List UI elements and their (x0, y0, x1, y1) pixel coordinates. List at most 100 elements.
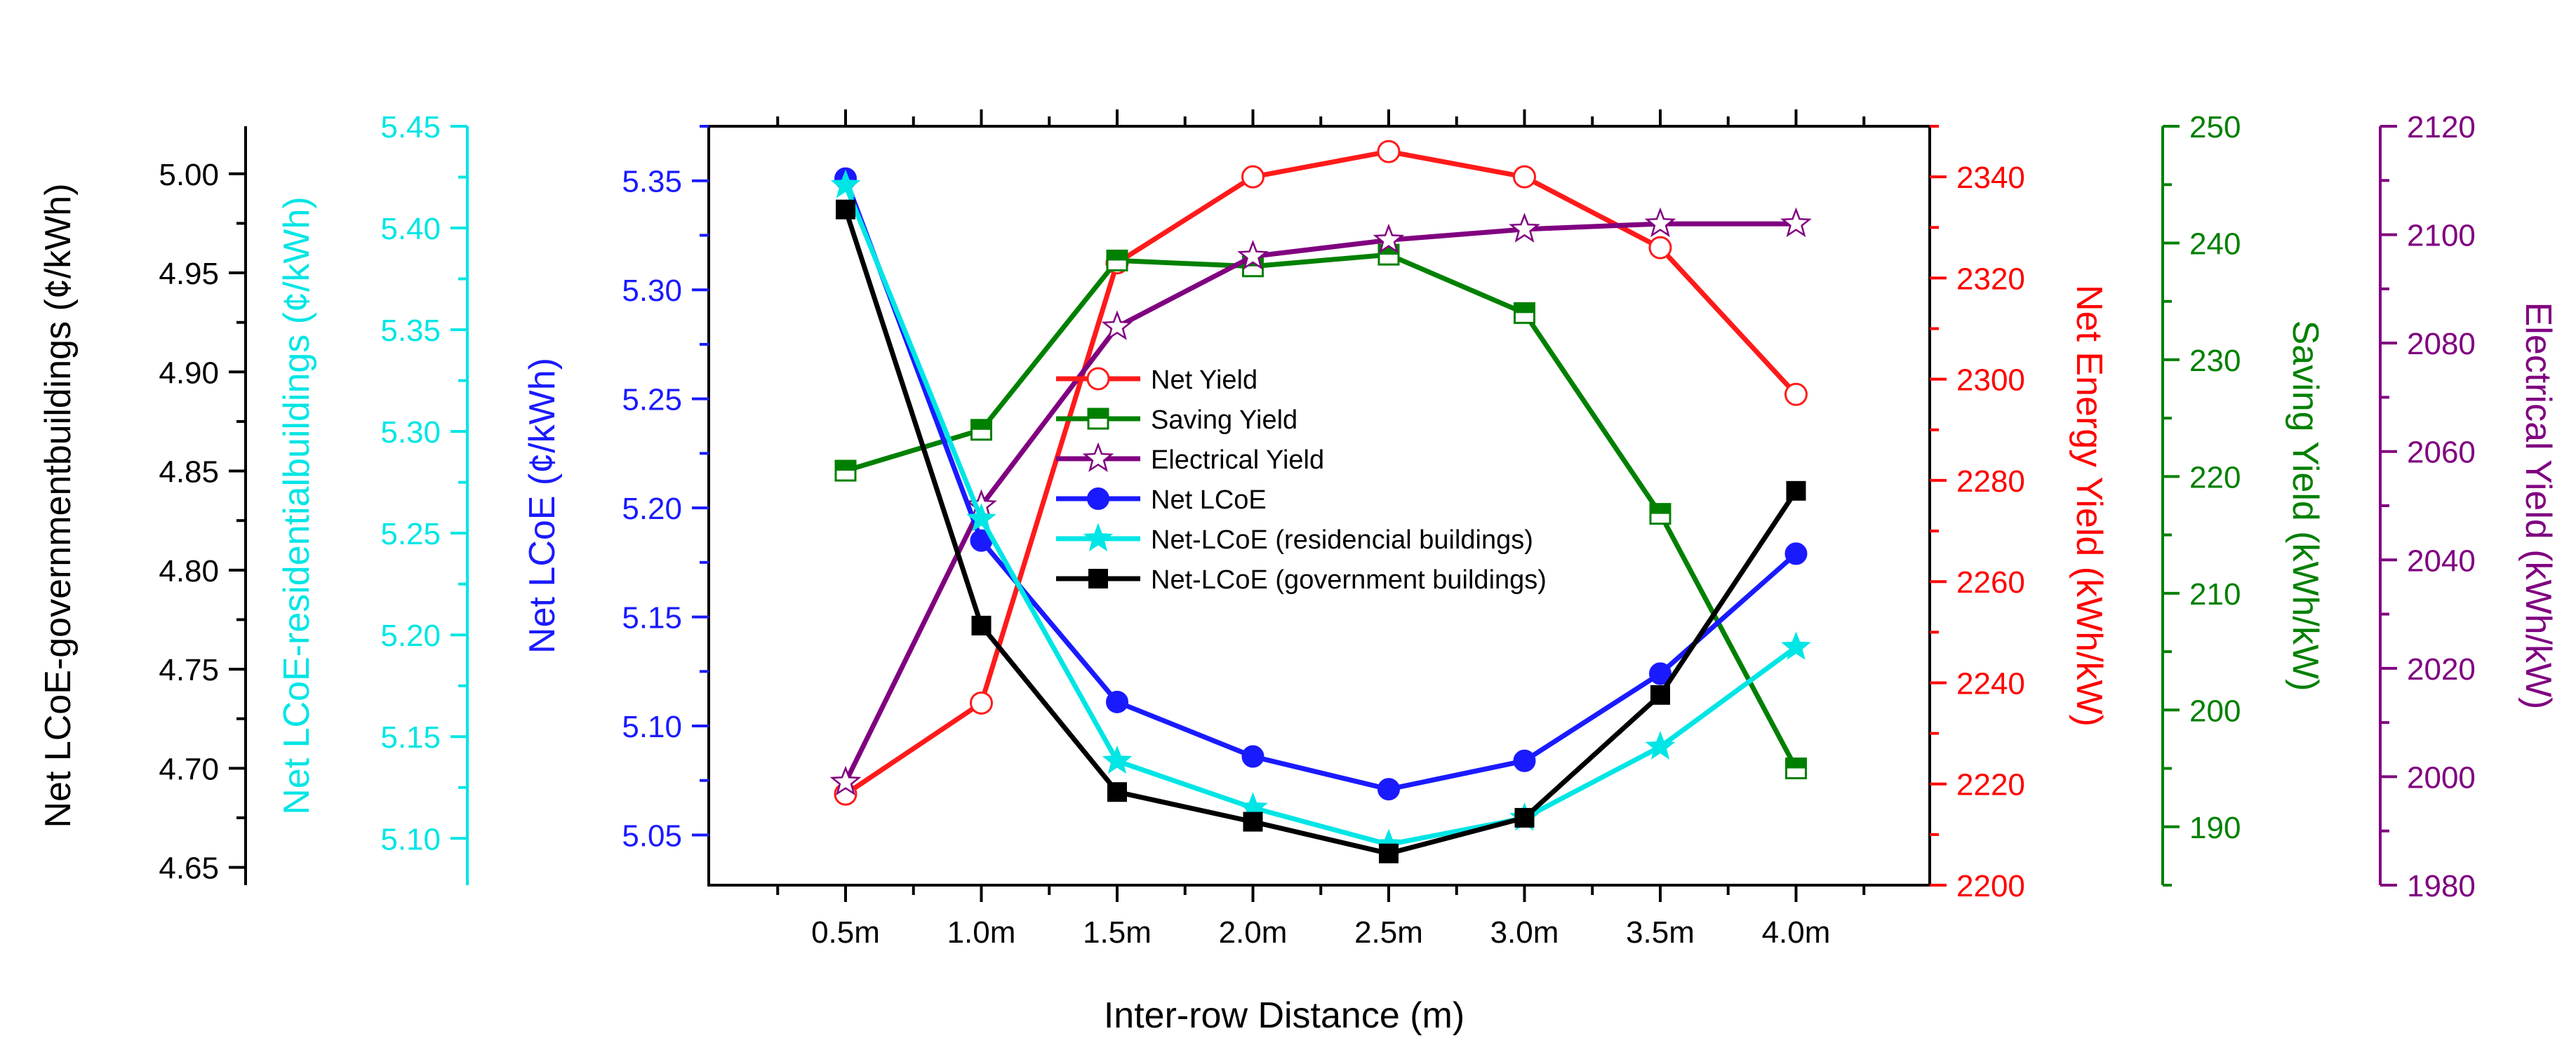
series-3-point (1784, 542, 1808, 565)
x-tick-label: 1.5m (1083, 915, 1152, 950)
series-2-point (829, 765, 862, 796)
res-tick-label: 5.40 (380, 212, 441, 246)
axes-layer: 0.5m 1.0m 1.5m 2.0m 2.5m 3.0m 3.5m 4.0m 4.65 4.70… (38, 109, 2558, 950)
gov-tick-label: 5.00 (159, 158, 219, 192)
series-5-point (971, 615, 992, 635)
series-4-point (830, 169, 861, 198)
net-tick-label: 2200 (1956, 869, 2025, 903)
res-tick-label: 5.10 (380, 822, 441, 856)
series-2-point (1509, 213, 1540, 243)
series-5-point (1107, 782, 1127, 802)
ele-tick-label: 2020 (2407, 652, 2476, 687)
net-tick-label: 2280 (1956, 464, 2025, 499)
res-tick-label: 5.45 (380, 110, 441, 144)
net-tick-label: 2340 (1956, 161, 2025, 195)
lcoe-tick-label: 5.20 (622, 492, 682, 526)
lcoe-tick-label: 5.15 (622, 601, 682, 635)
net-tick-label: 2240 (1956, 666, 2025, 701)
net-tick-label: 2260 (1956, 565, 2025, 600)
series-line-0 (844, 149, 1798, 797)
series-0-point (1241, 165, 1264, 189)
net-tick-label: 2220 (1956, 768, 2025, 802)
series-5-point (1786, 480, 1806, 501)
series-line-1 (844, 252, 1798, 770)
sav-tick-label: 240 (2189, 227, 2241, 261)
series-4-point (1102, 745, 1133, 774)
series-line-2 (843, 221, 1796, 783)
series-1-point (970, 419, 992, 441)
gov-axis-label: Net LCoE-governmentbuildings (¢/kWh) (38, 183, 79, 828)
lcoe-tick-label: 5.10 (622, 710, 682, 744)
net-tick-label: 2300 (1956, 363, 2025, 398)
series-line-4 (843, 184, 1798, 847)
legend-label: Net LCoE (1151, 485, 1267, 515)
series-1-point (834, 459, 857, 482)
legend-label: Net-LCoE (residencial buildings) (1151, 525, 1533, 555)
series-line-5 (843, 208, 1798, 856)
x-tick-label: 2.5m (1354, 915, 1423, 950)
ele-tick-label: 2060 (2407, 436, 2476, 470)
lcoe-tick-label: 5.30 (622, 274, 682, 308)
series-5-point (1650, 685, 1670, 705)
legend-marker (1086, 367, 1110, 391)
legend-marker (1082, 442, 1114, 473)
x-tick-label: 0.5m (811, 915, 880, 950)
legend-marker (1083, 523, 1114, 552)
x-tick-label: 4.0m (1762, 915, 1831, 950)
sav-tick-label: 190 (2189, 811, 2241, 845)
series-5-point (1243, 812, 1263, 832)
x-axis-label: Inter-row Distance (m) (1104, 995, 1464, 1036)
series-0-point (1648, 236, 1672, 260)
gov-tick-label: 4.95 (159, 257, 219, 291)
series-1-point (1106, 249, 1128, 271)
x-tick-label: 1.0m (947, 915, 1016, 950)
sav-axis-label: Saving Yield (kWh/kW) (2285, 321, 2325, 692)
sav-tick-label: 200 (2189, 694, 2241, 728)
series-2-point (1780, 207, 1812, 238)
legend-label: Net Yield (1151, 365, 1257, 395)
series-3-point (1649, 662, 1671, 685)
series-5-point (1514, 807, 1535, 828)
series-1-point (1514, 302, 1535, 324)
series-1-point (1785, 758, 1807, 780)
series-0-point (1513, 165, 1536, 189)
gov-tick-label: 4.75 (159, 653, 219, 687)
ele-tick-label: 2120 (2407, 110, 2476, 144)
legend-marker (1087, 487, 1109, 510)
series-4-point (1781, 631, 1811, 660)
series-0-point (970, 691, 993, 715)
series-4-point (966, 503, 996, 532)
lcoe-tick-label: 5.25 (622, 383, 682, 417)
res-tick-label: 5.35 (380, 314, 441, 348)
series-line-3 (843, 177, 1798, 792)
series-3-point (1377, 778, 1400, 801)
series-0-point (1377, 140, 1401, 163)
legend-marker (1087, 408, 1109, 430)
series-2-point (1644, 207, 1676, 238)
series-2-point (1237, 239, 1269, 270)
sav-tick-label: 230 (2189, 344, 2241, 378)
res-axis-label: Net LCoE-residentialbuildings (¢/kWh) (276, 196, 317, 815)
ele-axis-label: Electrical Yield (kWh/kW) (2518, 302, 2558, 710)
res-tick-label: 5.15 (380, 720, 441, 755)
x-tick-label: 3.5m (1626, 915, 1695, 950)
net-axis-label: Net Energy Yield (kWh/kW) (2069, 285, 2109, 727)
series-5-point (836, 199, 855, 220)
series-2-point (1373, 223, 1405, 254)
ele-tick-label: 2100 (2407, 219, 2476, 253)
legend-label: Electrical Yield (1151, 445, 1324, 475)
res-tick-label: 5.25 (380, 517, 441, 551)
ele-tick-label: 2000 (2407, 760, 2476, 795)
series-3-point (1513, 749, 1536, 772)
series-1-point (1649, 503, 1671, 525)
sav-tick-label: 220 (2189, 460, 2241, 494)
sav-tick-label: 210 (2189, 577, 2241, 612)
gov-tick-label: 4.85 (159, 455, 219, 490)
net-tick-label: 2320 (1956, 262, 2025, 296)
series-5-point (1379, 843, 1399, 863)
res-tick-label: 5.30 (380, 415, 441, 450)
plot-frame (707, 125, 1931, 887)
x-tick-label: 2.0m (1219, 915, 1288, 950)
series-2-point (1101, 310, 1133, 340)
series-3-point (1241, 745, 1264, 768)
